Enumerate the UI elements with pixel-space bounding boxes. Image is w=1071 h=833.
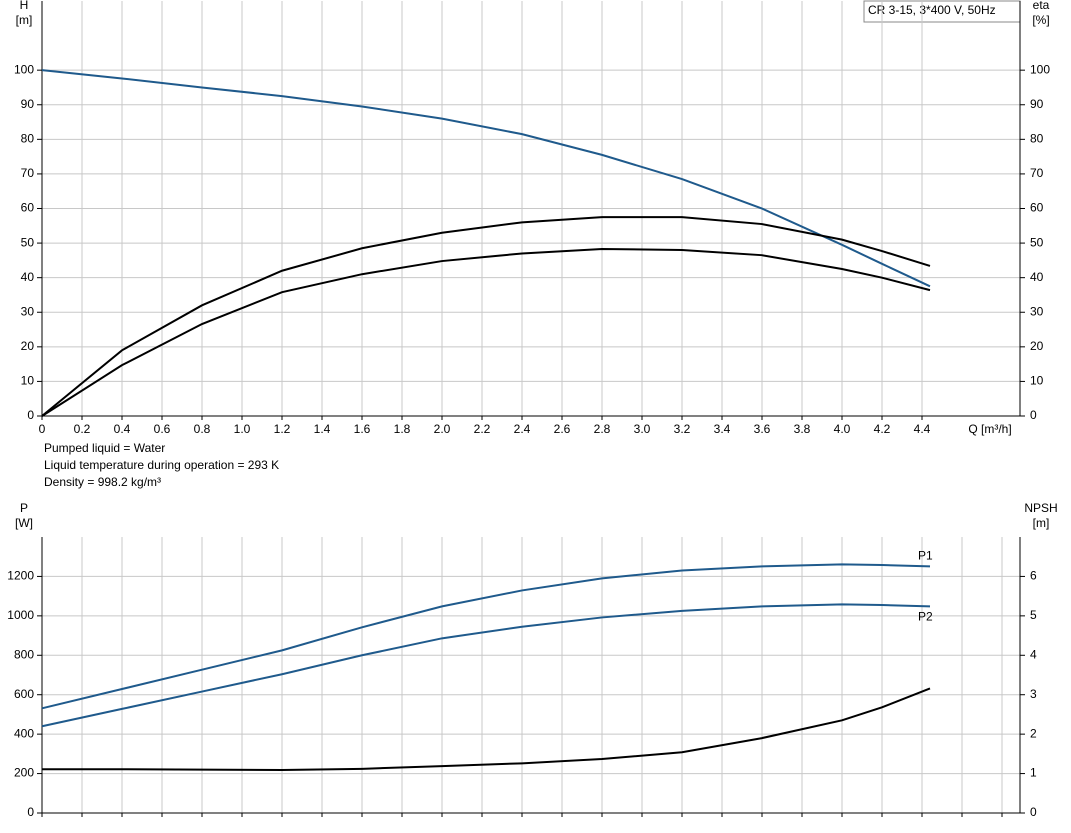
x-tick-label: 1.4 — [314, 422, 331, 436]
x-tick-label: 3.2 — [674, 422, 691, 436]
legend-label: P2 — [918, 610, 933, 624]
y-tick-label: 30 — [21, 304, 35, 318]
x-tick-label: 1.8 — [394, 422, 411, 436]
chart-title: CR 3-15, 3*400 V, 50Hz — [868, 3, 996, 17]
y-tick-label: 70 — [21, 166, 35, 180]
y-tick-label: 800 — [14, 647, 34, 661]
y-tick-label: 400 — [14, 726, 34, 740]
curve — [41, 247, 931, 417]
annotation: Liquid temperature during operation = 29… — [44, 458, 279, 472]
x-tick-label: 2.6 — [554, 422, 571, 436]
annotation: Pumped liquid = Water — [44, 441, 165, 455]
x-tick-label: 3.8 — [794, 422, 811, 436]
y2-tick-label: 6 — [1030, 569, 1037, 583]
curve — [41, 603, 931, 728]
x-tick-label: 3.0 — [634, 422, 651, 436]
y2-tick-label: 100 — [1030, 62, 1050, 76]
x-tick-label: 1.6 — [354, 422, 371, 436]
y2-tick-label: 50 — [1030, 235, 1044, 249]
y2-tick-label: 0 — [1030, 805, 1037, 819]
y-tick-label: 1200 — [7, 569, 34, 583]
x-tick-label: 2.2 — [474, 422, 491, 436]
y2-tick-label: 3 — [1030, 687, 1037, 701]
curve — [42, 687, 931, 772]
y-axis-label: [m] — [16, 13, 33, 27]
x-tick-label: 0 — [39, 422, 46, 436]
y2-tick-label: 60 — [1030, 201, 1044, 215]
y2-tick-label: 40 — [1030, 270, 1044, 284]
y-tick-label: 20 — [21, 339, 35, 353]
y-tick-label: 200 — [14, 766, 34, 780]
y2-tick-label: 4 — [1030, 647, 1037, 661]
x-tick-label: 0.2 — [74, 422, 91, 436]
y2-tick-label: 2 — [1030, 726, 1037, 740]
y2-tick-label: 5 — [1030, 608, 1037, 622]
y2-tick-label: 80 — [1030, 132, 1044, 146]
annotation: Density = 998.2 kg/m³ — [44, 475, 161, 489]
x-tick-label: 4.2 — [874, 422, 891, 436]
y-tick-label: 80 — [21, 132, 35, 146]
y-axis-label: [W] — [15, 516, 33, 530]
x-tick-label: 1.0 — [234, 422, 251, 436]
x-tick-label: 2.4 — [514, 422, 531, 436]
y-tick-label: 600 — [14, 687, 34, 701]
y-tick-label: 50 — [21, 235, 35, 249]
y-tick-label: 0 — [27, 408, 34, 422]
x-tick-label: 1.2 — [274, 422, 291, 436]
y-tick-label: 10 — [21, 374, 35, 388]
y2-tick-label: 0 — [1030, 408, 1037, 422]
x-axis-label: Q [m³/h] — [968, 422, 1011, 436]
y-tick-label: 100 — [14, 62, 34, 76]
y2-tick-label: 90 — [1030, 97, 1044, 111]
y-tick-label: 0 — [27, 805, 34, 819]
x-tick-label: 0.6 — [154, 422, 171, 436]
x-tick-label: 2.8 — [594, 422, 611, 436]
x-tick-label: 2.0 — [434, 422, 451, 436]
y2-tick-label: 30 — [1030, 304, 1044, 318]
y-axis-label: H — [20, 0, 29, 12]
curve — [41, 563, 931, 710]
x-tick-label: 3.4 — [714, 422, 731, 436]
y2-axis-label: eta — [1033, 0, 1050, 12]
y-tick-label: 1000 — [7, 608, 34, 622]
y-tick-label: 60 — [21, 201, 35, 215]
x-tick-label: 0.4 — [114, 422, 131, 436]
x-tick-label: 0.8 — [194, 422, 211, 436]
x-tick-label: 4.0 — [834, 422, 851, 436]
y-axis-label: P — [20, 501, 28, 515]
y2-tick-label: 20 — [1030, 339, 1044, 353]
y2-tick-label: 1 — [1030, 766, 1037, 780]
y2-axis-label: [m] — [1033, 516, 1050, 530]
x-tick-label: 4.4 — [914, 422, 931, 436]
y2-tick-label: 10 — [1030, 374, 1044, 388]
y2-tick-label: 70 — [1030, 166, 1044, 180]
x-tick-label: 3.6 — [754, 422, 771, 436]
legend-label: P1 — [918, 549, 933, 563]
curve — [41, 69, 931, 288]
curve — [41, 216, 931, 417]
y-tick-label: 90 — [21, 97, 35, 111]
y-tick-label: 40 — [21, 270, 35, 284]
y2-axis-label: [%] — [1032, 13, 1049, 27]
y2-axis-label: NPSH — [1024, 501, 1057, 515]
